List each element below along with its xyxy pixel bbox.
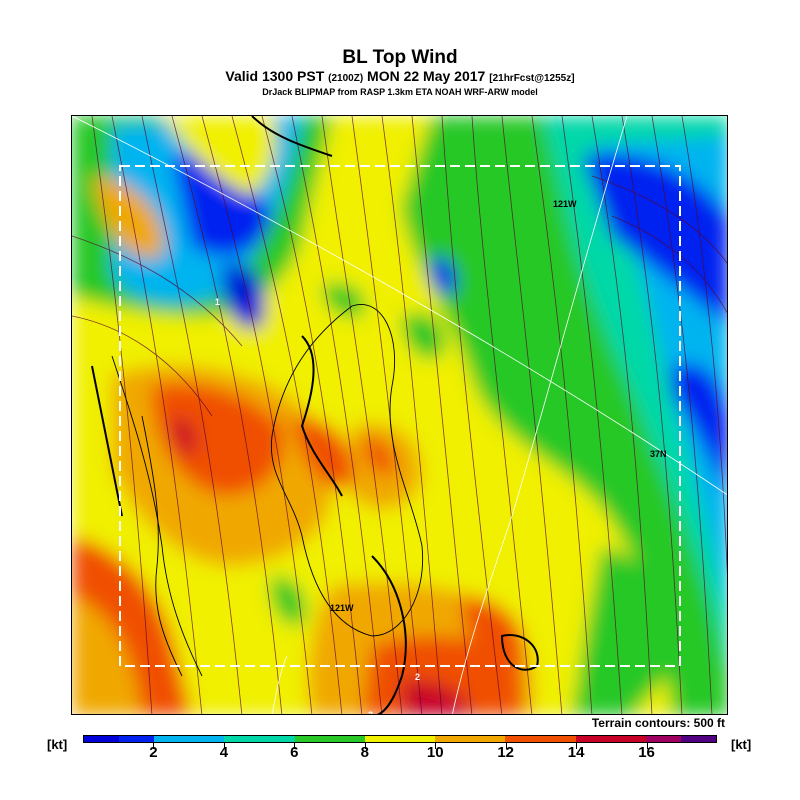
- marker-label-1: 1: [215, 297, 220, 307]
- colorbar-swatch: [329, 736, 365, 742]
- colorbar-tick-label: 4: [219, 744, 229, 761]
- colorbar-tick-mark: [435, 743, 437, 749]
- inner-domain-box: [119, 165, 681, 667]
- colorbar-swatch: [540, 736, 576, 742]
- wind-streamlines: [72, 116, 727, 714]
- colorbar-swatch: [645, 736, 681, 742]
- wind-speed-fill: [72, 116, 727, 714]
- colorbar-swatch: [610, 736, 646, 742]
- colorbar-tick-mark: [294, 743, 296, 749]
- colorbar-swatch: [189, 736, 225, 742]
- colorbar-tick-mark: [576, 743, 578, 749]
- colorbar-swatch: [224, 736, 260, 742]
- colorbar-tick-label: 6: [290, 744, 299, 761]
- valid-date: MON 22 May 2017: [367, 68, 486, 84]
- chart-subtitle: Valid 1300 PST (2100Z) MON 22 May 2017 […: [0, 68, 800, 84]
- colorbar-swatch: [680, 736, 716, 742]
- utc-time: (2100Z): [328, 73, 364, 84]
- unit-label-left: [kt]: [47, 737, 68, 752]
- colorbar-swatch: [505, 736, 541, 742]
- colorbar-swatch: [470, 736, 506, 742]
- wind-map: 121W 121W 37N 1 2 3: [71, 115, 728, 715]
- colorbar-tick-mark: [153, 743, 155, 749]
- colorbar-swatch: [259, 736, 295, 742]
- chart-title: BL Top Wind: [342, 47, 458, 68]
- lon-line-121w: [452, 116, 628, 714]
- colorbar-swatch: [435, 736, 471, 742]
- lat-line-37n: [72, 116, 727, 496]
- wind-field-svg: 121W 121W 37N 1 2 3: [72, 116, 727, 715]
- colorbar-swatch: [399, 736, 436, 742]
- colorbar-swatch: [154, 736, 190, 742]
- colorbar-tick-label: 12: [497, 744, 514, 761]
- valid-time: Valid 1300 PST: [225, 68, 325, 84]
- colorbar-tick-mark: [646, 743, 648, 749]
- colorbar-tick-label: 8: [360, 744, 369, 761]
- colorbar: [83, 735, 717, 743]
- colorbar-tick-label: 14: [567, 744, 585, 761]
- colorbar-swatch: [575, 736, 611, 742]
- unit-label-right: [kt]: [731, 737, 752, 752]
- colorbar-swatch: [364, 736, 400, 742]
- model-credit: DrJack BLIPMAP from RASP 1.3km ETA NOAH …: [262, 87, 538, 97]
- coast-line: [271, 655, 288, 714]
- colorbar-tick-label: 2: [149, 744, 158, 761]
- colorbar-tick-label: 10: [426, 744, 444, 761]
- colorbar-tick-mark: [223, 743, 225, 749]
- colorbar-swatch: [119, 736, 155, 742]
- lon-label-bottom: 121W: [330, 603, 354, 613]
- colorbar-tick-mark: [505, 743, 507, 749]
- lon-label-top: 121W: [553, 199, 577, 209]
- colorbar-swatch: [294, 736, 330, 742]
- forecast-info: [21hrFcst@1255z]: [489, 73, 575, 84]
- marker-label-3: 3: [368, 710, 373, 715]
- colorbar-tick-label: 16: [638, 744, 655, 761]
- terrain-note: Terrain contours: 500 ft: [591, 716, 725, 730]
- lat-label-right: 37N: [650, 449, 667, 459]
- marker-label-2: 2: [415, 672, 420, 682]
- colorbar-tick-mark: [364, 743, 366, 749]
- colorbar-swatch: [84, 736, 120, 742]
